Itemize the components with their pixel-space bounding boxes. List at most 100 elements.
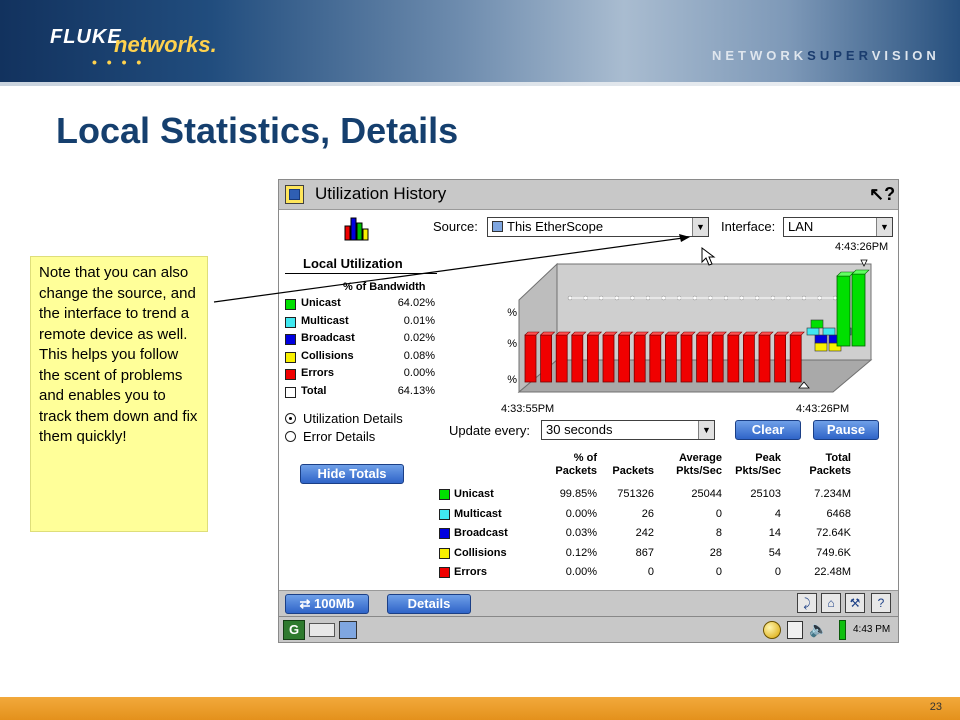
timestamp-top: 4:43:26PM (835, 241, 889, 253)
legend-value: 0.01% (403, 314, 435, 327)
table-cell: 4 (774, 507, 781, 520)
taskbar: G 🔈 4:43 PM (279, 616, 898, 642)
local-utilization-title: Local Utilization (303, 256, 403, 271)
stacked-segment (814, 334, 828, 344)
legend-value: 0.02% (403, 332, 435, 344)
utilization-chart-icon (344, 217, 369, 241)
tagline: NETWORKSUPERVISION (712, 48, 940, 63)
error-bar-top (602, 331, 618, 336)
divider (285, 273, 437, 274)
column-header: % of Packets (527, 452, 597, 478)
window-switch-icon[interactable] (339, 621, 357, 639)
error-bar (742, 334, 755, 383)
unicast-bar-top (851, 269, 870, 275)
tagline-highlight: SUPER (807, 48, 872, 63)
time-marker-icon (860, 259, 868, 267)
hide-totals-button[interactable]: Hide Totals (300, 464, 404, 484)
error-bar-top (524, 331, 540, 336)
error-bar (633, 334, 646, 383)
pause-button[interactable]: Pause (813, 420, 879, 440)
table-cell: 0.00% (565, 507, 597, 520)
column-header-line (584, 452, 654, 465)
legend-value: 64.02% (397, 297, 435, 309)
stacked-segment (806, 327, 820, 336)
tagline-suffix: VISION (871, 48, 940, 63)
speaker-icon[interactable]: 🔈 (809, 621, 828, 638)
table-cell: 0 (774, 566, 781, 578)
error-bar-top (711, 331, 727, 336)
page-title: Local Statistics, Details (56, 110, 459, 151)
update-interval-select[interactable]: 30 seconds ▼ (541, 420, 715, 440)
help-icon[interactable]: ? (871, 593, 891, 613)
stacked-segment (810, 319, 824, 329)
link-speed-button[interactable]: ⇄ 100Mb (285, 594, 369, 614)
source-select[interactable]: This EtherScope ▼ (487, 217, 709, 237)
table-cell: 0 (715, 566, 722, 578)
link-speed-value: 100Mb (314, 596, 355, 611)
back-icon[interactable]: ⤸ (797, 593, 817, 613)
window-app-icon (285, 185, 304, 204)
row-name: Broadcast (454, 527, 508, 539)
legend-name: Total (301, 384, 327, 397)
error-bar (696, 334, 709, 383)
utilization-history-chart: 100% 10% 1% (507, 259, 873, 394)
table-cell: 7.234M (814, 488, 851, 500)
legend-swatch (285, 316, 296, 328)
legend-swatch (285, 351, 296, 363)
etherscope-screen: Utilization History ↖? Source: This Ethe… (278, 179, 899, 643)
error-details-radio[interactable]: Error Details (285, 429, 435, 445)
unicast-bar (851, 273, 866, 347)
home-icon[interactable]: ⌂ (821, 593, 841, 613)
column-header-line: % of (573, 452, 597, 464)
keyboard-icon[interactable] (309, 623, 335, 637)
legend-item: Unicast 64.02% (285, 297, 435, 313)
legend-value: 0.08% (403, 349, 435, 362)
y-tick-label: 1% (507, 374, 517, 386)
error-bar-top (586, 331, 603, 336)
unicast-bar (836, 275, 851, 347)
row-swatch (439, 567, 450, 578)
error-bar (758, 334, 771, 383)
packet-statistics-table: % of Packets Packets Average Pkts/Sec Peak Pk… (437, 452, 898, 582)
row-name: Errors (454, 566, 488, 578)
context-help-icon[interactable]: ↖? (869, 184, 896, 204)
row-swatch (439, 528, 450, 539)
error-bar (649, 334, 662, 383)
legend-value: 64.13% (397, 384, 435, 397)
error-bar-top (555, 331, 571, 336)
error-bar (524, 334, 537, 383)
legend-name: Errors (301, 367, 335, 379)
utilization-details-radio[interactable]: Utilization Details (285, 411, 435, 427)
error-bar-top (758, 331, 774, 336)
y-tick-label: 100% (507, 307, 517, 319)
details-button[interactable]: Details (387, 594, 471, 614)
table-cell: 25103 (750, 488, 781, 500)
table-cell: 28 (709, 546, 722, 559)
legend-name: Unicast (301, 297, 341, 309)
window-title: Utilization History (315, 184, 447, 203)
column-header: Total Packets (781, 452, 851, 478)
error-bar (664, 334, 677, 383)
error-bar-top (680, 331, 696, 336)
update-interval-value: 30 seconds (546, 422, 613, 437)
error-bar (618, 334, 630, 383)
start-menu-icon[interactable]: G (283, 620, 305, 640)
footer-bar: 23 (0, 697, 960, 720)
table-cell: 8 (715, 527, 722, 539)
update-every-label: Update every: (449, 423, 530, 438)
row-swatch (439, 547, 450, 559)
clear-button[interactable]: Clear (735, 420, 801, 440)
globe-icon[interactable] (763, 621, 781, 639)
row-name: Collisions (454, 546, 507, 559)
table-cell: 22.48M (814, 566, 851, 578)
column-header-line: Packets (612, 465, 654, 477)
interface-select[interactable]: LAN ▼ (783, 217, 893, 237)
taskbar-clock: 4:43 PM (853, 624, 891, 635)
row-swatch (439, 489, 450, 500)
row-name: Unicast (454, 488, 494, 500)
clipboard-icon[interactable] (787, 621, 803, 639)
battery-icon (839, 620, 846, 640)
legend-item: Total 64.13% (285, 385, 435, 401)
tools-icon[interactable]: ⚒ (845, 593, 865, 613)
